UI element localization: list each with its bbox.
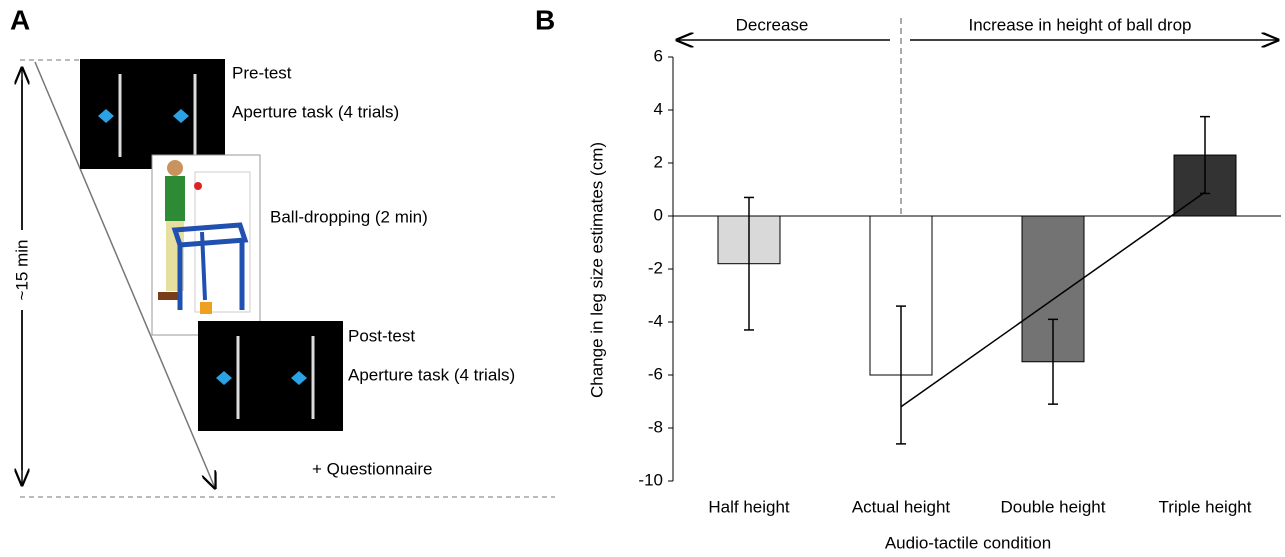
x-tick-label: Actual height xyxy=(852,497,951,516)
x-tick-label: Double height xyxy=(1001,497,1106,516)
aperture-screen xyxy=(78,57,227,171)
annotation: Decrease xyxy=(736,15,809,34)
y-tick-label: 2 xyxy=(654,152,663,171)
ball-dropping: Ball-dropping (2 min) xyxy=(270,207,428,226)
ball-drop-illustration xyxy=(151,154,261,336)
x-tick-label: Half height xyxy=(708,497,790,516)
y-tick-label: -6 xyxy=(648,364,663,383)
y-tick-label: -4 xyxy=(648,311,663,330)
y-tick-label: 0 xyxy=(654,205,663,224)
duration-label: ~15 min xyxy=(12,240,31,301)
panel-b: B Audio-tactile condition Change in leg … xyxy=(535,4,1281,552)
pre-task: Aperture task (4 trials) xyxy=(232,102,399,121)
annotation: Increase in height of ball drop xyxy=(968,15,1191,34)
panel-label: B xyxy=(535,4,555,35)
aperture-screen xyxy=(196,319,345,433)
x-axis-title: Audio-tactile condition xyxy=(885,533,1051,552)
questionnaire: + Questionnaire xyxy=(312,459,433,478)
trend-line xyxy=(900,191,1206,408)
y-tick-label: -10 xyxy=(638,470,663,489)
pre-test: Pre-test xyxy=(232,63,292,82)
panel-a: A ~15 min Pre-test Aperture task (4 tria… xyxy=(10,4,555,498)
x-tick-label: Triple height xyxy=(1159,497,1252,516)
y-tick-label: -8 xyxy=(648,417,663,436)
y-axis-title: Change in leg size estimates (cm) xyxy=(587,142,606,398)
y-tick-label: 4 xyxy=(654,99,663,118)
y-tick-label: -2 xyxy=(648,258,663,277)
y-tick-label: 6 xyxy=(654,46,663,65)
panel-label: A xyxy=(10,4,30,35)
post-test: Post-test xyxy=(348,326,415,345)
post-task: Aperture task (4 trials) xyxy=(348,365,515,384)
